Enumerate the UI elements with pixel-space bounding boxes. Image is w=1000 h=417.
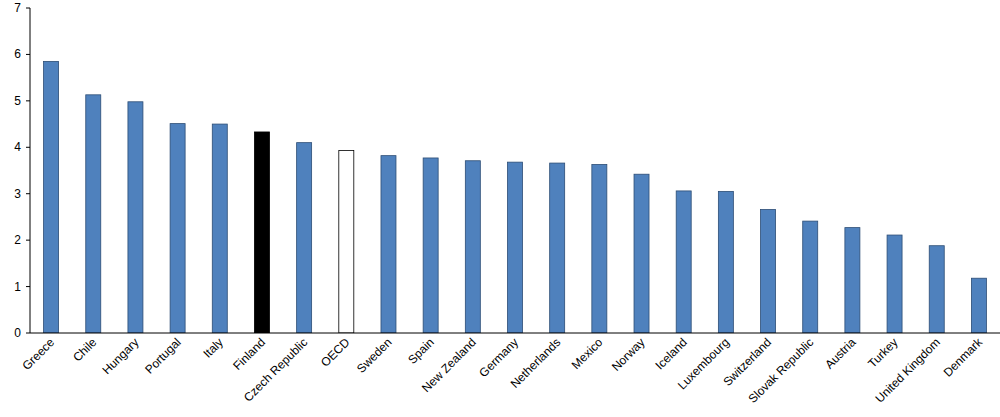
- y-tick: [26, 54, 30, 55]
- y-tick-label: 7: [14, 1, 21, 15]
- bar: [44, 61, 59, 333]
- x-tick-label: Spain: [405, 335, 437, 367]
- x-tick-label: Netherlands: [508, 335, 564, 391]
- x-tick-label: Czech Republic: [241, 335, 310, 404]
- y-tick: [26, 147, 30, 148]
- bar: [929, 246, 944, 333]
- y-tick-label: 6: [14, 47, 21, 61]
- x-tick-label: Turkey: [865, 335, 901, 371]
- x-tick-label: Italy: [200, 335, 225, 360]
- y-tick-label: 4: [14, 140, 21, 154]
- x-tick-label: Portugal: [142, 335, 184, 377]
- bar: [254, 132, 269, 333]
- bar: [508, 162, 523, 333]
- bar: [86, 95, 101, 333]
- chart: 0 1 2 3 4 5 6 7 Greece ChileHungaryPortugal ItalyF…: [0, 0, 1000, 417]
- bar: [803, 221, 818, 333]
- x-tick-label: New Zealand: [419, 335, 479, 395]
- bar: [423, 158, 438, 333]
- y-tick-label: 0: [14, 326, 21, 340]
- x-tick-label: Greece: [19, 335, 57, 373]
- x-tick-label: Austria: [822, 335, 859, 372]
- bar: [212, 124, 227, 333]
- x-tick-label: Finland: [230, 335, 268, 373]
- bar: [845, 228, 860, 333]
- bar: [887, 235, 902, 333]
- x-tick-label: Hungary: [100, 335, 142, 377]
- bar: [339, 151, 354, 333]
- y-axis: [30, 8, 31, 333]
- x-tick-label: Iceland: [653, 335, 690, 372]
- x-tick-label: OECD: [318, 335, 353, 370]
- x-tick-label: Denmark: [941, 335, 986, 380]
- x-tick-label: Chile: [70, 335, 99, 364]
- y-tick-label: 1: [14, 280, 21, 294]
- bar: [718, 191, 733, 333]
- y-tick-label: 5: [14, 94, 21, 108]
- x-axis: [30, 333, 1000, 334]
- y-tick: [26, 193, 30, 194]
- bar: [634, 174, 649, 333]
- y-tick: [26, 286, 30, 287]
- x-tick-label: Slovak Republic: [746, 335, 817, 406]
- x-tick-label: United Kingdom: [873, 335, 943, 405]
- y-tick: [26, 240, 30, 241]
- bar: [465, 161, 480, 333]
- y-tick-label: 3: [14, 187, 21, 201]
- bar: [761, 210, 776, 334]
- bars: [44, 61, 987, 333]
- y-tick: [26, 333, 30, 334]
- x-tick-label: Luxembourg: [675, 335, 732, 392]
- x-tick-label: Mexico: [569, 335, 606, 372]
- bar: [971, 278, 986, 333]
- bar: [676, 191, 691, 333]
- y-tick: [26, 8, 30, 9]
- bar: [128, 102, 143, 333]
- x-tick-label: Sweden: [354, 335, 395, 376]
- y-tick-label: 2: [14, 233, 21, 247]
- bar: [592, 164, 607, 333]
- chart-container: 0 1 2 3 4 5 6 7 Greece ChileHungaryPortugal ItalyF…: [0, 0, 1000, 417]
- bar: [550, 163, 565, 333]
- y-tick: [26, 100, 30, 101]
- bar: [381, 156, 396, 333]
- x-tick-label: Norway: [609, 335, 648, 374]
- bar: [297, 143, 312, 333]
- bar: [170, 124, 185, 333]
